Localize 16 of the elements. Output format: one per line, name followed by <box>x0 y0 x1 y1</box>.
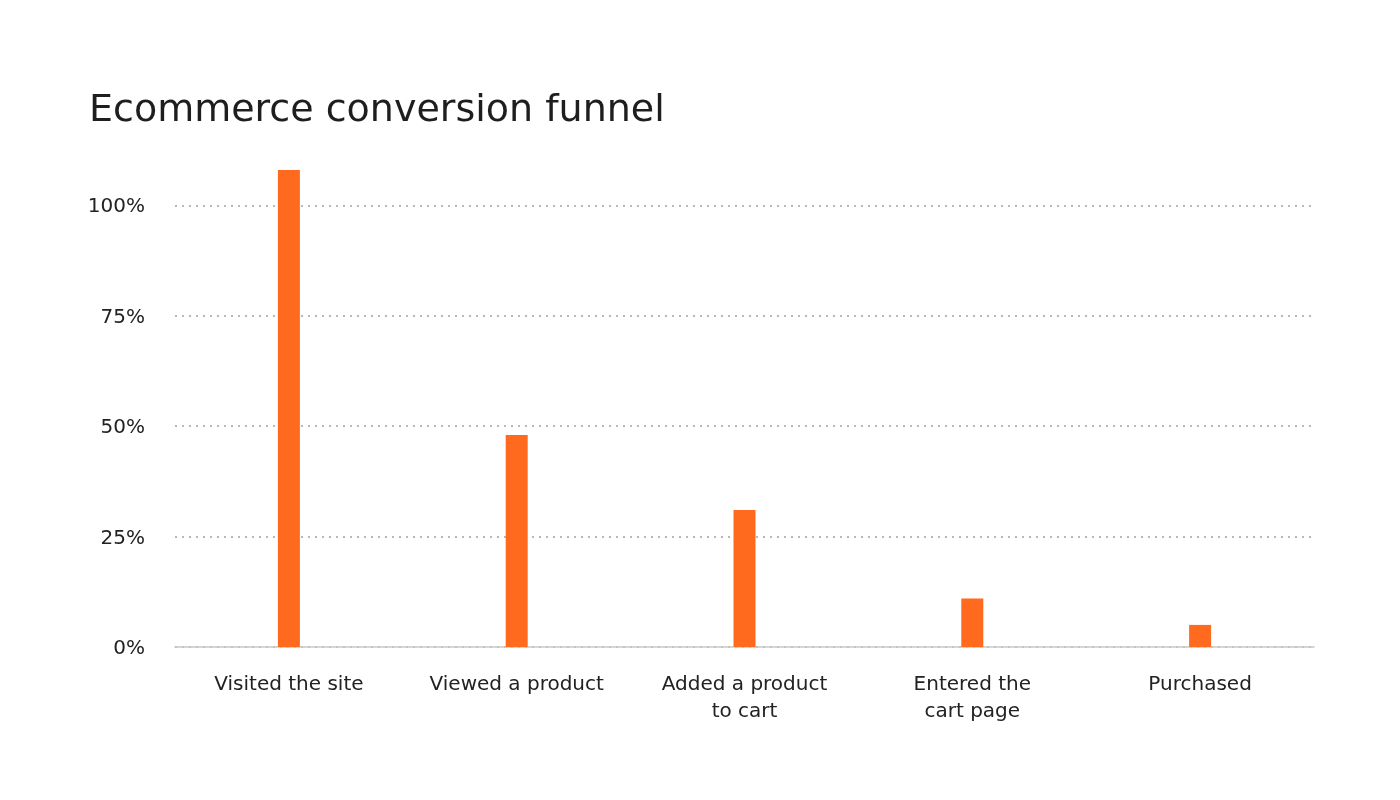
x-tick-label: Added a product to cart <box>661 670 828 722</box>
bar <box>733 510 756 647</box>
y-tick-label: 25% <box>100 524 145 549</box>
y-tick-label: 50% <box>100 414 145 439</box>
bar <box>277 170 300 647</box>
x-tick-label: Entered the cart page <box>913 670 1032 722</box>
x-tick-label: Visited the site <box>214 670 364 695</box>
bar <box>1189 624 1212 647</box>
y-tick-label: 0% <box>113 635 145 659</box>
chart-title: Ecommerce conversion funnel <box>89 86 665 130</box>
y-tick-label: 100% <box>87 193 145 218</box>
bar <box>961 598 984 647</box>
y-tick-label: 75% <box>100 303 145 328</box>
bar <box>505 435 528 647</box>
x-tick-label: Purchased <box>1148 670 1252 695</box>
x-tick-label: Viewed a product <box>429 670 605 695</box>
